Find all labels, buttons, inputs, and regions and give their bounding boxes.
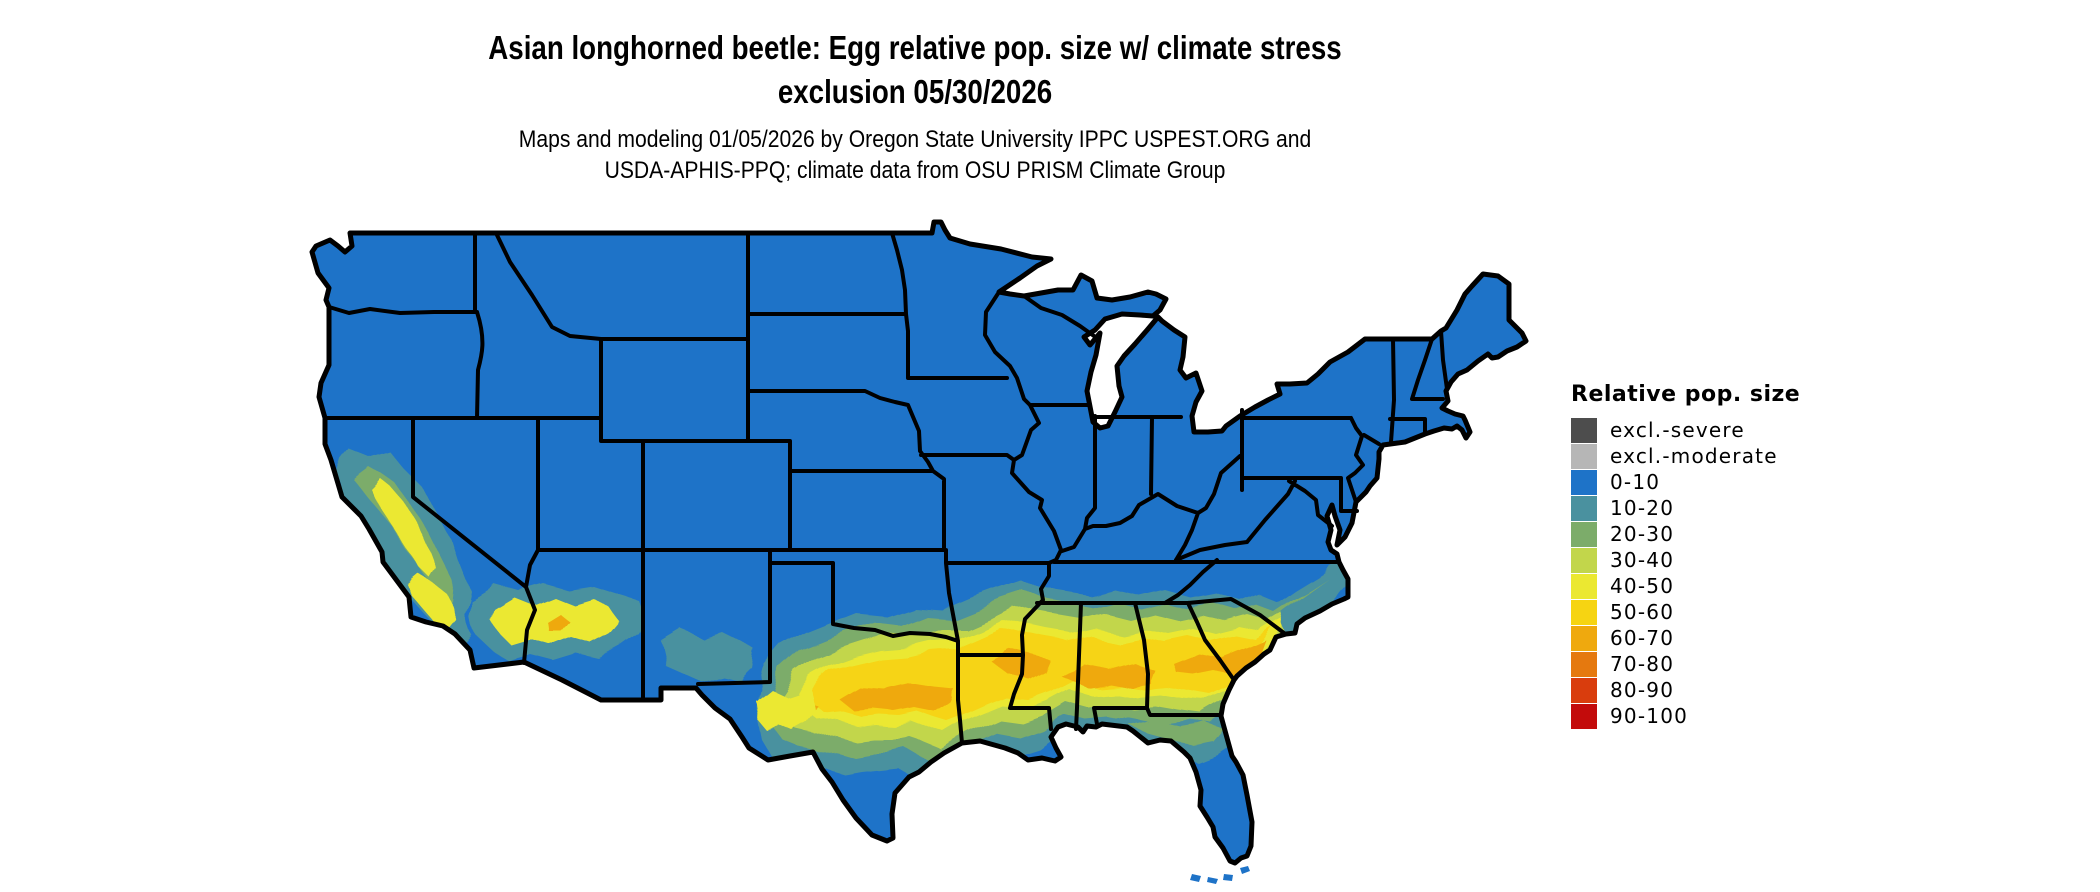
- legend-swatch: [1571, 417, 1597, 443]
- legend-label: excl.-severe: [1610, 418, 1745, 442]
- legend-item-excl-severe: excl.-severe: [1571, 417, 1891, 443]
- legend-swatch: [1571, 625, 1597, 651]
- fringe-northflorida-20-30: [1130, 720, 1222, 744]
- legend-swatch: [1571, 495, 1597, 521]
- legend-label: 90-100: [1610, 704, 1689, 728]
- legend-swatch: [1571, 677, 1597, 703]
- legend-item-80-90: 80-90: [1571, 677, 1891, 703]
- legend-swatch: [1571, 599, 1597, 625]
- legend-label: excl.-moderate: [1610, 444, 1778, 468]
- patch-california-40-50: [372, 480, 458, 632]
- page-title: Asian longhorned beetle: Egg relative po…: [369, 26, 1461, 114]
- legend-label: 50-60: [1610, 600, 1675, 624]
- streaks-60-70: [790, 642, 1268, 722]
- legend-item-30-40: 30-40: [1571, 547, 1891, 573]
- patch-arizona-60-70: [545, 612, 568, 630]
- legend-label: 40-50: [1610, 574, 1675, 598]
- legend-label: 60-70: [1610, 626, 1675, 650]
- population-raster-overlay: [335, 450, 1348, 790]
- title-line-1: Asian longhorned beetle: Egg relative po…: [488, 29, 1342, 66]
- fringe-carolina-coast-10-20: [1280, 564, 1347, 638]
- legend-label: 10-20: [1610, 496, 1675, 520]
- legend-swatch: [1571, 443, 1597, 469]
- florida-keys: [1190, 866, 1250, 884]
- legend-swatch: [1571, 521, 1597, 547]
- legend-label: 0-10: [1610, 470, 1661, 494]
- legend-label: 80-90: [1610, 678, 1675, 702]
- state-boundaries: [323, 231, 1449, 745]
- legend-label: 30-40: [1610, 548, 1675, 572]
- legend-item-40-50: 40-50: [1571, 573, 1891, 599]
- map-legend: Relative pop. size excl.-severe excl.-mo…: [1571, 382, 1891, 729]
- patch-westtexas-40-50: [755, 688, 818, 734]
- legend-label: 70-80: [1610, 652, 1675, 676]
- subtitle-line-1: Maps and modeling 01/05/2026 by Oregon S…: [518, 126, 1312, 153]
- legend-item-70-80: 70-80: [1571, 651, 1891, 677]
- legend-swatch: [1571, 651, 1597, 677]
- legend-item-60-70: 60-70: [1571, 625, 1891, 651]
- legend-item-20-30: 20-30: [1571, 521, 1891, 547]
- legend-item-50-60: 50-60: [1571, 599, 1891, 625]
- legend-title: Relative pop. size: [1571, 382, 1801, 407]
- title-line-2: exclusion 05/30/2026: [777, 73, 1053, 110]
- conus-outline: [309, 219, 1529, 866]
- subtitle-line-2: USDA-APHIS-PPQ; climate data from OSU PR…: [604, 157, 1226, 184]
- legend-swatch: [1571, 469, 1597, 495]
- legend-item-excl-moderate: excl.-moderate: [1571, 443, 1891, 469]
- legend-label: 20-30: [1610, 522, 1675, 546]
- patch-newmexico-10-20: [660, 628, 755, 682]
- page-subtitle: Maps and modeling 01/05/2026 by Oregon S…: [387, 124, 1443, 186]
- legend-swatch: [1571, 703, 1597, 729]
- legend-swatch: [1571, 547, 1597, 573]
- legend-item-0-10: 0-10: [1571, 469, 1891, 495]
- legend-item-90-100: 90-100: [1571, 703, 1891, 729]
- legend-swatch: [1571, 573, 1597, 599]
- legend-item-10-20: 10-20: [1571, 495, 1891, 521]
